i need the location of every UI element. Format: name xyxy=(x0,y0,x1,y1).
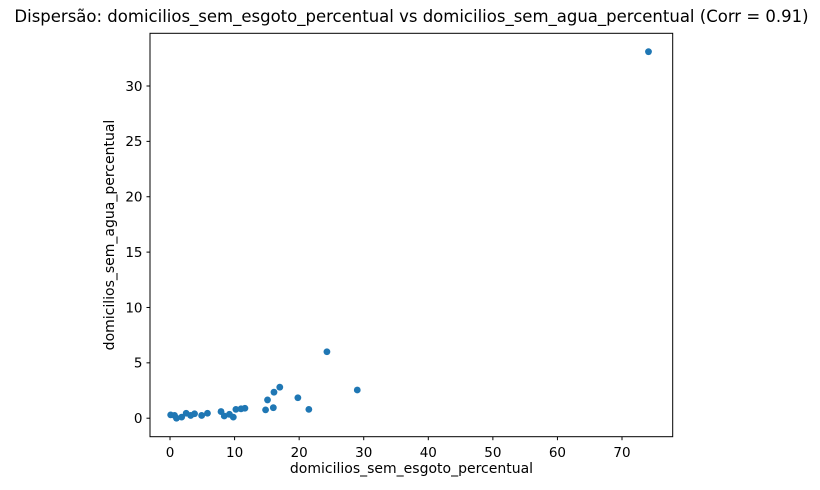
data-point xyxy=(178,413,186,421)
y-tick-label: 25 xyxy=(125,134,142,150)
y-tick-label: 15 xyxy=(125,245,142,261)
data-point xyxy=(229,413,237,421)
x-tick-label: 0 xyxy=(166,445,175,461)
data-point xyxy=(173,414,180,422)
x-tick-label: 50 xyxy=(484,445,501,461)
y-tick-label: 30 xyxy=(125,79,142,95)
data-point xyxy=(645,48,652,56)
data-point xyxy=(232,405,240,413)
data-point xyxy=(198,412,206,419)
y-tick-label: 5 xyxy=(134,356,143,372)
x-tick-label: 20 xyxy=(291,445,308,461)
data-point xyxy=(204,409,211,417)
data-point xyxy=(276,383,284,391)
x-axis-label: domicilios_sem_esgoto_percentual xyxy=(289,461,534,477)
y-axis-label: domicilios_sem_agua_percentual xyxy=(102,119,118,351)
y-tick-label: 10 xyxy=(125,300,142,316)
data-point xyxy=(264,396,271,404)
plot-frame xyxy=(149,32,674,438)
data-point xyxy=(262,406,269,414)
data-point xyxy=(353,386,361,394)
data-point xyxy=(269,404,277,412)
data-point xyxy=(270,388,278,396)
x-tick-label: 70 xyxy=(613,445,630,461)
data-point xyxy=(294,394,302,402)
x-tick-label: 10 xyxy=(226,445,243,461)
x-tick-label: 40 xyxy=(420,445,437,461)
y-tick-label: 20 xyxy=(125,190,142,206)
x-tick-label: 30 xyxy=(355,445,372,461)
data-point xyxy=(220,412,228,420)
data-point xyxy=(191,410,198,418)
x-tick-label: 60 xyxy=(549,445,566,461)
data-point xyxy=(305,405,313,413)
chart-title: Dispersão: domicilios_sem_esgoto_percent… xyxy=(14,7,809,26)
data-point xyxy=(241,404,249,412)
y-tick-label: 0 xyxy=(134,411,143,427)
data-point xyxy=(323,348,331,356)
